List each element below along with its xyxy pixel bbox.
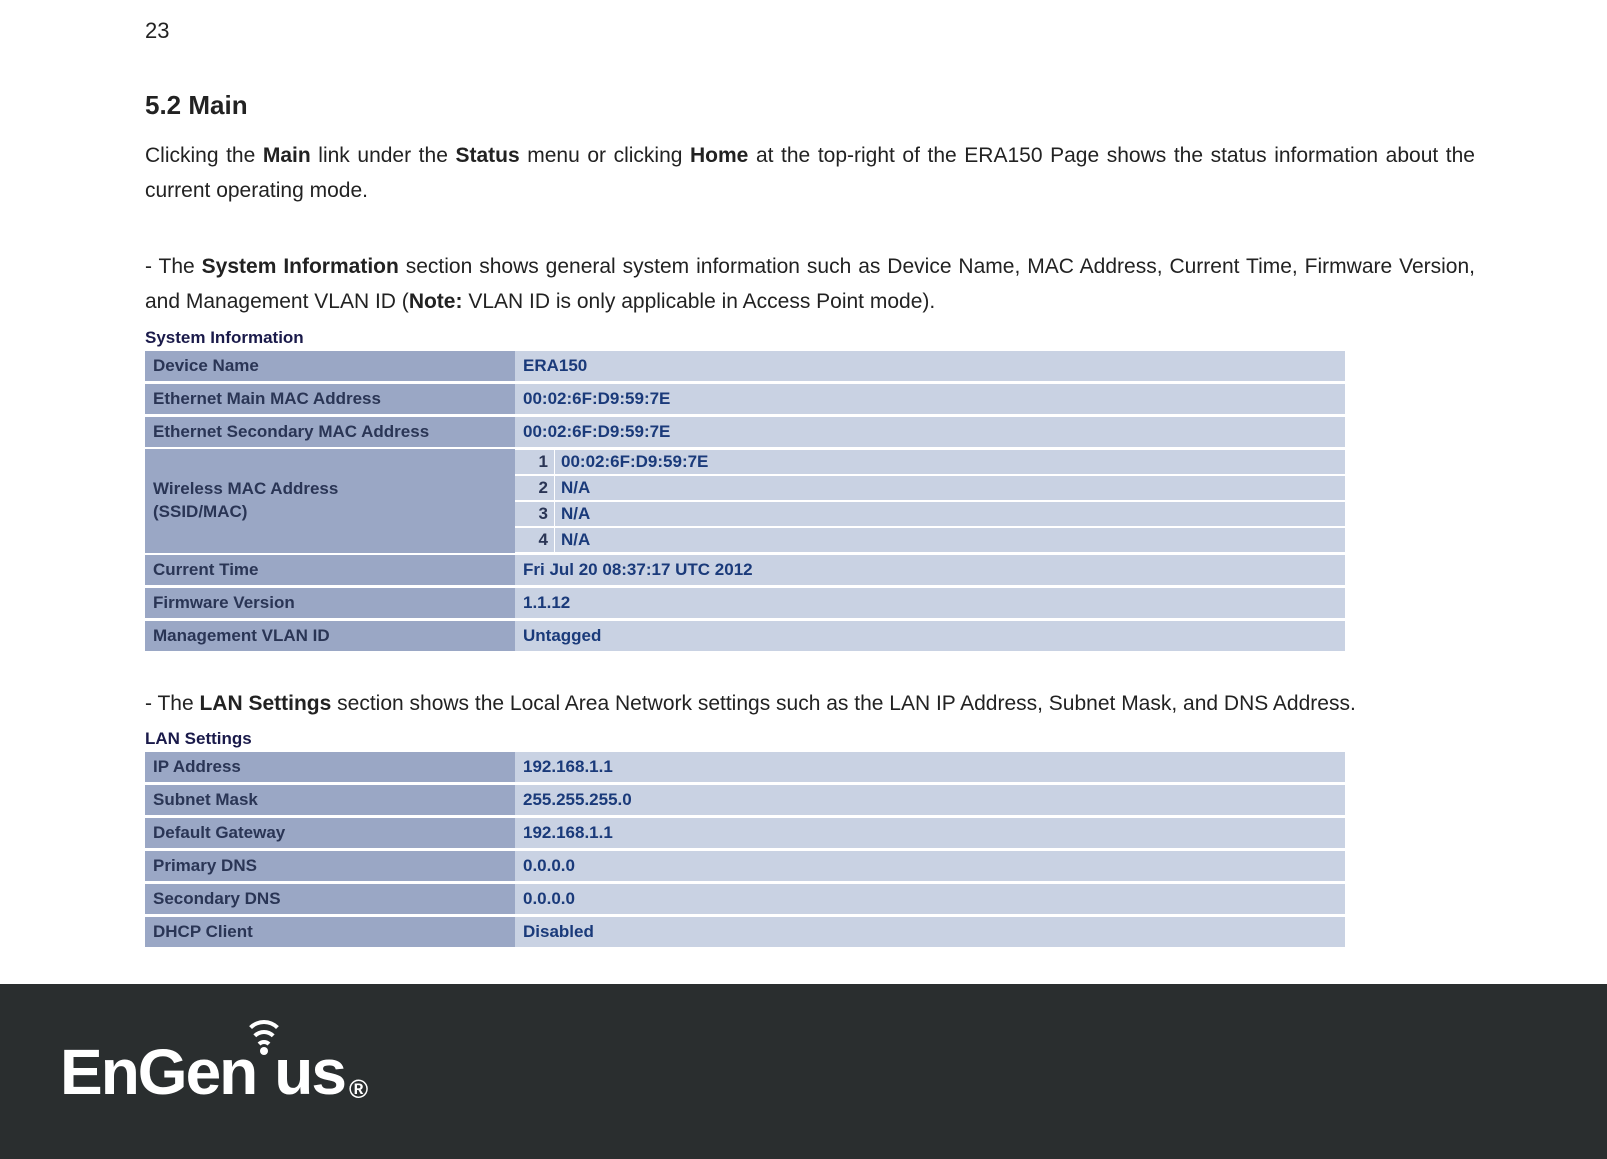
table-row: 100:02:6F:D9:59:7E xyxy=(515,449,1345,475)
cell-label: IP Address xyxy=(145,751,515,783)
cell-value: 255.255.255.0 xyxy=(515,784,1345,816)
text: section shows the Local Area Network set… xyxy=(331,692,1355,715)
table-row: Subnet Mask 255.255.255.0 xyxy=(145,784,1345,816)
intro-paragraph: Clicking the Main link under the Status … xyxy=(145,139,1475,208)
lan-paragraph: - The LAN Settings section shows the Loc… xyxy=(145,687,1475,722)
idx: 1 xyxy=(515,449,555,475)
table-row: Firmware Version 1.1.12 xyxy=(145,587,1345,619)
table-row: Management VLAN ID Untagged xyxy=(145,620,1345,652)
cell-value: 192.168.1.1 xyxy=(515,817,1345,849)
text: link under the xyxy=(311,144,456,167)
logo-text: us xyxy=(274,1035,345,1109)
cell-label: Secondary DNS xyxy=(145,883,515,915)
bold: Home xyxy=(690,144,748,167)
page-content: 5.2 Main Clicking the Main link under th… xyxy=(145,90,1475,949)
cell-label: Default Gateway xyxy=(145,817,515,849)
table-row: Ethernet Secondary MAC Address 00:02:6F:… xyxy=(145,416,1345,448)
cell-value: 0.0.0.0 xyxy=(515,883,1345,915)
text: (SSID/MAC) xyxy=(153,502,247,521)
page-number: 23 xyxy=(145,18,169,44)
table-row: Primary DNS 0.0.0.0 xyxy=(145,850,1345,882)
idx: 2 xyxy=(515,475,555,501)
registered-mark: ® xyxy=(349,1074,366,1105)
bold: Status xyxy=(455,144,519,167)
table-row: DHCP Client Disabled xyxy=(145,916,1345,948)
bold: LAN Settings xyxy=(199,692,331,715)
cell-value: Untagged xyxy=(515,620,1345,652)
text: Wireless MAC Address xyxy=(153,479,338,498)
bold: Main xyxy=(263,144,311,167)
val: N/A xyxy=(555,501,1345,527)
wireless-mac-table: 100:02:6F:D9:59:7E 2N/A 3N/A 4N/A xyxy=(515,449,1345,553)
bold: Note: xyxy=(409,290,463,313)
cell-value: 1.1.12 xyxy=(515,587,1345,619)
cell-label: Ethernet Main MAC Address xyxy=(145,383,515,415)
table-row: Ethernet Main MAC Address 00:02:6F:D9:59… xyxy=(145,383,1345,415)
table-row: IP Address 192.168.1.1 xyxy=(145,751,1345,783)
cell-value: Disabled xyxy=(515,916,1345,948)
system-info-table: Device Name ERA150 Ethernet Main MAC Add… xyxy=(145,349,1345,653)
lan-settings-table: IP Address 192.168.1.1 Subnet Mask 255.2… xyxy=(145,750,1345,949)
cell-label: Management VLAN ID xyxy=(145,620,515,652)
table-row: Current Time Fri Jul 20 08:37:17 UTC 201… xyxy=(145,554,1345,586)
val: N/A xyxy=(555,475,1345,501)
cell-label: Device Name xyxy=(145,350,515,382)
engenius-logo: EnGeni us® xyxy=(60,1035,362,1109)
footer: EnGeni us® xyxy=(0,984,1607,1159)
table-row: Default Gateway 192.168.1.1 xyxy=(145,817,1345,849)
cell-value: 100:02:6F:D9:59:7E 2N/A 3N/A 4N/A xyxy=(515,449,1345,553)
cell-label: Subnet Mask xyxy=(145,784,515,816)
table-row: Secondary DNS 0.0.0.0 xyxy=(145,883,1345,915)
val: 00:02:6F:D9:59:7E xyxy=(555,449,1345,475)
cell-label: Wireless MAC Address (SSID/MAC) xyxy=(145,449,515,553)
bold: System Information xyxy=(202,255,399,278)
cell-value: 00:02:6F:D9:59:7E xyxy=(515,383,1345,415)
text: - The xyxy=(145,255,202,278)
cell-label: Firmware Version xyxy=(145,587,515,619)
idx: 3 xyxy=(515,501,555,527)
val: N/A xyxy=(555,527,1345,553)
wifi-icon: i xyxy=(254,1035,276,1109)
idx: 4 xyxy=(515,527,555,553)
text: Clicking the xyxy=(145,144,263,167)
table-row: Device Name ERA150 xyxy=(145,350,1345,382)
text: - The xyxy=(145,692,199,715)
table-row: 3N/A xyxy=(515,501,1345,527)
cell-value: ERA150 xyxy=(515,350,1345,382)
sysinfo-paragraph: - The System Information section shows g… xyxy=(145,250,1475,319)
lan-settings-title: LAN Settings xyxy=(145,729,1475,749)
table-row: 2N/A xyxy=(515,475,1345,501)
table-row: Wireless MAC Address (SSID/MAC) 100:02:6… xyxy=(145,449,1345,553)
cell-value: 192.168.1.1 xyxy=(515,751,1345,783)
cell-label: DHCP Client xyxy=(145,916,515,948)
cell-label: Primary DNS xyxy=(145,850,515,882)
text: menu or clicking xyxy=(520,144,690,167)
text: VLAN ID is only applicable in Access Poi… xyxy=(462,290,935,313)
cell-value: 00:02:6F:D9:59:7E xyxy=(515,416,1345,448)
cell-label: Ethernet Secondary MAC Address xyxy=(145,416,515,448)
cell-value: 0.0.0.0 xyxy=(515,850,1345,882)
cell-value: Fri Jul 20 08:37:17 UTC 2012 xyxy=(515,554,1345,586)
section-heading: 5.2 Main xyxy=(145,90,1475,121)
table-row: 4N/A xyxy=(515,527,1345,553)
cell-label: Current Time xyxy=(145,554,515,586)
system-info-title: System Information xyxy=(145,328,1475,348)
logo-text: EnGen xyxy=(60,1035,256,1109)
